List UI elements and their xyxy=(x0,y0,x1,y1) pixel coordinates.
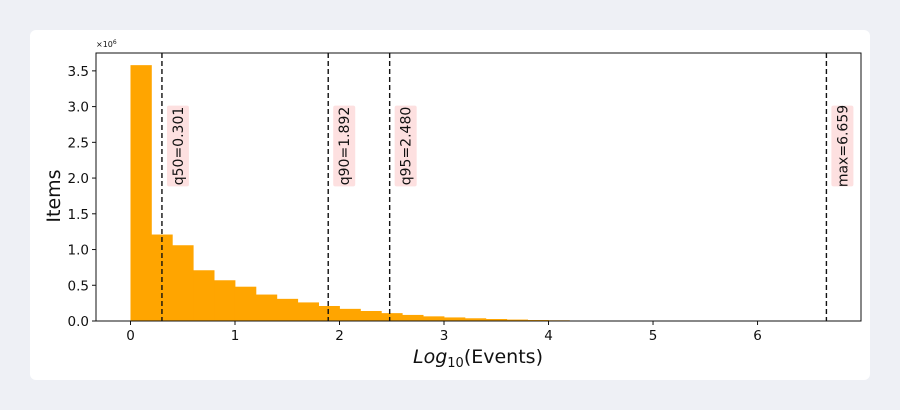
y-tick-label: 0.0 xyxy=(68,314,89,330)
y-axis-title: Items xyxy=(43,169,65,222)
histogram-bar xyxy=(485,318,508,321)
x-tick-label: 4 xyxy=(544,328,553,344)
y-tick-label: 2.0 xyxy=(68,171,89,187)
quantile-label-bg xyxy=(831,105,854,187)
histogram-bar xyxy=(130,65,152,321)
x-tick-label: 6 xyxy=(753,328,762,344)
histogram-bar xyxy=(318,305,340,321)
x-axis-title: Log10(Events) xyxy=(413,346,543,371)
x-tick-label: 5 xyxy=(649,328,658,344)
x-tick-label: 0 xyxy=(126,328,135,344)
y-tick-label: 2.5 xyxy=(68,135,89,151)
histogram-bar xyxy=(527,319,549,321)
quantile-label-bg xyxy=(394,105,417,187)
histogram-bar xyxy=(193,270,215,321)
x-tick-label: 3 xyxy=(440,328,449,344)
y-tick-label: 3.5 xyxy=(68,64,89,80)
histogram-bar xyxy=(381,313,403,321)
histogram-chart: q50=0.301 q90=1.892 q95=2.480 max=6.659 0 1 2… xyxy=(43,39,862,371)
chart-card: q50=0.301 q90=1.892 q95=2.480 max=6.659 0 1 2… xyxy=(30,30,870,380)
histogram-bar xyxy=(402,314,424,321)
quantile-lines-group: q50=0.301 q90=1.892 q95=2.480 max=6.659 xyxy=(161,53,854,321)
y-tick-label: 3.0 xyxy=(68,100,89,116)
histogram-bar xyxy=(234,286,257,321)
histogram-bar xyxy=(444,317,466,321)
bars-group xyxy=(130,65,821,321)
histogram-bar xyxy=(464,318,487,321)
y-scale-label: ×106 xyxy=(96,39,117,49)
y-tick-label: 0.5 xyxy=(68,278,89,294)
histogram-bar xyxy=(360,310,382,321)
histogram-bar xyxy=(214,280,236,321)
plot-frame xyxy=(95,52,862,322)
x-tick-label: 2 xyxy=(335,328,344,344)
y-tick-label: 1.0 xyxy=(68,243,89,259)
x-ticks-group: 0 1 2 3 4 5 6 xyxy=(126,321,762,344)
histogram-bar xyxy=(172,245,194,321)
y-ticks-group: 0.0 0.5 1.0 1.5 2.0 2.5 3.0 3.5 xyxy=(68,64,96,330)
histogram-bar xyxy=(339,308,361,321)
histogram-bar xyxy=(276,298,299,321)
quantile-label: q95=2.480 xyxy=(399,107,415,186)
histogram-bar xyxy=(297,302,320,321)
quantile-label-bg xyxy=(166,105,189,187)
x-tick-label: 1 xyxy=(231,328,240,344)
histogram-bar xyxy=(423,316,445,321)
y-tick-label: 1.5 xyxy=(68,207,89,223)
histogram-bar xyxy=(506,319,529,321)
quantile-label-bg xyxy=(333,105,356,187)
quantile-label: q90=1.892 xyxy=(337,107,353,186)
histogram-bar xyxy=(255,294,278,321)
quantile-label: q50=0.301 xyxy=(171,107,187,186)
quantile-label: max=6.659 xyxy=(835,105,851,187)
